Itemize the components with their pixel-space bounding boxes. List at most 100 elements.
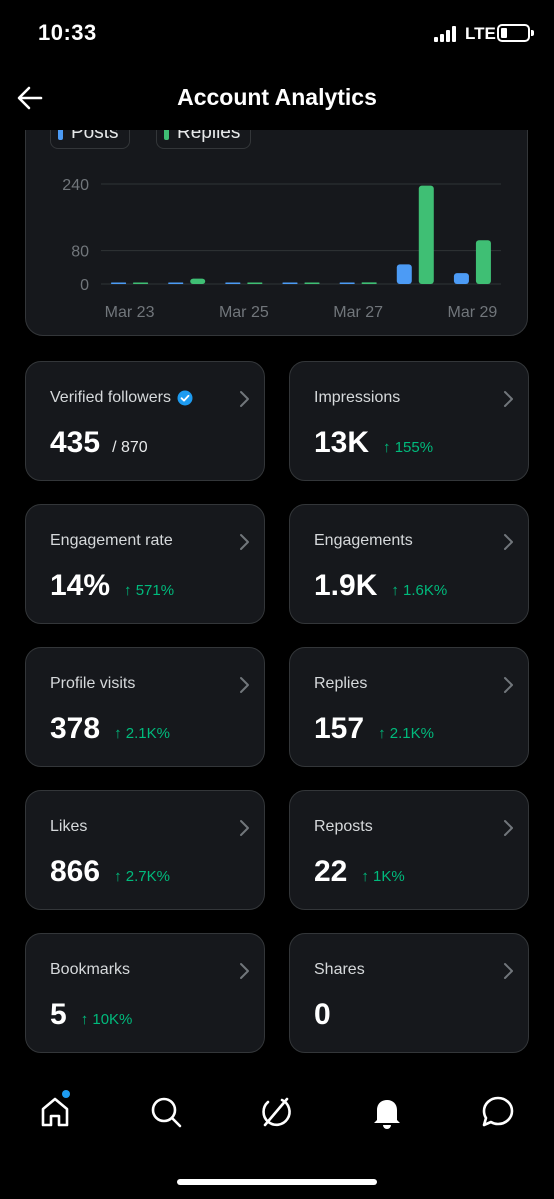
metric-value-row: 5 ↑ 10K% — [50, 998, 132, 1032]
metric-card-replies[interactable]: Replies 157 ↑ 2.1K% — [289, 647, 529, 767]
bar-replies-mar-26[interactable] — [304, 282, 320, 285]
app-header: Account Analytics — [0, 70, 554, 130]
metric-card-verified-followers[interactable]: Verified followers 435 / 870 — [25, 361, 265, 481]
metric-card-reposts[interactable]: Reposts 22 ↑ 1K% — [289, 790, 529, 910]
metric-value-row: 157 ↑ 2.1K% — [314, 712, 434, 746]
metric-label-text: Impressions — [314, 389, 401, 406]
metric-label: Likes — [50, 818, 87, 836]
verified-badge-icon — [177, 390, 193, 406]
metric-label-text: Replies — [314, 675, 368, 692]
activity-bar-chart: 0 80 240 Mar 23 Mar 25 Mar 27 Mar 29 — [62, 177, 501, 321]
search-icon[interactable] — [148, 1094, 184, 1130]
metric-label: Shares — [314, 961, 365, 979]
metric-card-shares[interactable]: Shares 0 — [289, 933, 529, 1053]
metric-value-row: 13K ↑ 155% — [314, 426, 433, 460]
metric-card-impressions[interactable]: Impressions 13K ↑ 155% — [289, 361, 529, 481]
grok-icon[interactable] — [258, 1094, 294, 1130]
metric-label-text: Likes — [50, 818, 88, 835]
status-bar: 10:33 LTE — [0, 0, 554, 70]
metric-value: 378 — [50, 712, 101, 745]
status-time: 10:33 — [38, 20, 97, 45]
y-tick-label: 240 — [62, 177, 89, 194]
metric-card-likes[interactable]: Likes 866 ↑ 2.7K% — [25, 790, 265, 910]
metric-label: Reposts — [314, 818, 373, 836]
chevron-right-icon — [504, 963, 513, 979]
metric-label: Replies — [314, 675, 367, 693]
metric-change: ↑ 2.1K% — [378, 725, 434, 742]
metric-label-text: Bookmarks — [50, 961, 131, 978]
metric-total: / 870 — [112, 439, 148, 456]
metric-label: Engagements — [314, 532, 413, 550]
metric-label-text: Reposts — [314, 818, 373, 835]
metric-card-profile-visits[interactable]: Profile visits 378 ↑ 2.1K% — [25, 647, 265, 767]
battery-icon — [497, 24, 534, 42]
notifications-icon[interactable] — [369, 1094, 405, 1130]
metric-label-text: Shares — [314, 961, 365, 978]
page-title: Account Analytics — [177, 84, 377, 110]
bottom-nav — [0, 1078, 554, 1148]
chevron-right-icon — [240, 534, 249, 550]
metric-label: Profile visits — [50, 675, 135, 693]
x-tick-label: Mar 25 — [219, 304, 269, 321]
metric-value: 13K — [314, 426, 370, 459]
bar-replies-mar-23[interactable] — [133, 282, 149, 285]
chevron-right-icon — [504, 820, 513, 836]
metric-value-row: 14% ↑ 571% — [50, 569, 174, 603]
bar-posts-mar-29[interactable] — [453, 273, 469, 284]
legend-replies-swatch — [164, 126, 169, 140]
y-tick-label: 0 — [80, 277, 89, 294]
chevron-right-icon — [504, 677, 513, 693]
metric-label: Bookmarks — [50, 961, 130, 979]
messages-icon[interactable] — [480, 1094, 516, 1130]
home-indicator — [177, 1179, 377, 1185]
x-tick-label: Mar 23 — [105, 304, 155, 321]
metric-label-text: Engagements — [314, 532, 413, 549]
metric-change: ↑ 2.1K% — [114, 725, 170, 742]
x-tick-label: Mar 27 — [333, 304, 383, 321]
y-tick-label: 80 — [71, 244, 89, 261]
network-type: LTE — [465, 24, 496, 43]
bar-posts-mar-24[interactable] — [168, 282, 184, 285]
metric-change: ↑ 10K% — [80, 1011, 133, 1028]
bar-replies-mar-24[interactable] — [190, 278, 206, 284]
chevron-right-icon — [240, 963, 249, 979]
chevron-right-icon — [504, 391, 513, 407]
metric-value: 5 — [50, 998, 67, 1031]
back-button[interactable] — [14, 82, 46, 114]
metric-value: 22 — [314, 855, 348, 888]
metric-change: ↑ 571% — [124, 582, 175, 599]
bar-replies-mar-25[interactable] — [247, 282, 263, 285]
home-icon[interactable] — [37, 1094, 73, 1130]
bar-replies-mar-28[interactable] — [418, 185, 434, 284]
metric-label: Engagement rate — [50, 532, 173, 550]
bar-replies-mar-29[interactable] — [475, 240, 491, 284]
x-tick-label: Mar 29 — [448, 304, 498, 321]
bar-posts-mar-25[interactable] — [225, 282, 241, 285]
metric-value-row: 378 ↑ 2.1K% — [50, 712, 170, 746]
metric-value: 866 — [50, 855, 101, 888]
chevron-right-icon — [504, 534, 513, 550]
metric-value-row: 22 ↑ 1K% — [314, 855, 405, 889]
metric-value: 157 — [314, 712, 365, 745]
bar-replies-mar-27[interactable] — [361, 282, 377, 284]
metric-card-bookmarks[interactable]: Bookmarks 5 ↑ 10K% — [25, 933, 265, 1053]
bar-posts-mar-23[interactable] — [111, 282, 127, 285]
bar-posts-mar-27[interactable] — [339, 282, 355, 285]
metric-value-row: 435 / 870 — [50, 426, 148, 460]
bar-posts-mar-26[interactable] — [282, 282, 298, 285]
metric-value: 435 — [50, 426, 101, 459]
bar-posts-mar-28[interactable] — [396, 264, 412, 284]
back-arrow-icon — [17, 86, 43, 110]
metric-label-text: Verified followers — [50, 389, 171, 406]
metric-label: Impressions — [314, 389, 400, 407]
metric-value-row: 866 ↑ 2.7K% — [50, 855, 170, 889]
metric-change: ↑ 1.6K% — [391, 582, 448, 599]
metric-card-engagements[interactable]: Engagements 1.9K ↑ 1.6K% — [289, 504, 529, 624]
metric-change: ↑ 1K% — [361, 868, 405, 885]
metric-value: 0 — [314, 998, 331, 1031]
metric-value: 1.9K — [314, 569, 378, 602]
metric-label-text: Engagement rate — [50, 532, 173, 549]
metric-card-engagement-rate[interactable]: Engagement rate 14% ↑ 571% — [25, 504, 265, 624]
home-badge — [62, 1090, 70, 1098]
chevron-right-icon — [240, 677, 249, 693]
